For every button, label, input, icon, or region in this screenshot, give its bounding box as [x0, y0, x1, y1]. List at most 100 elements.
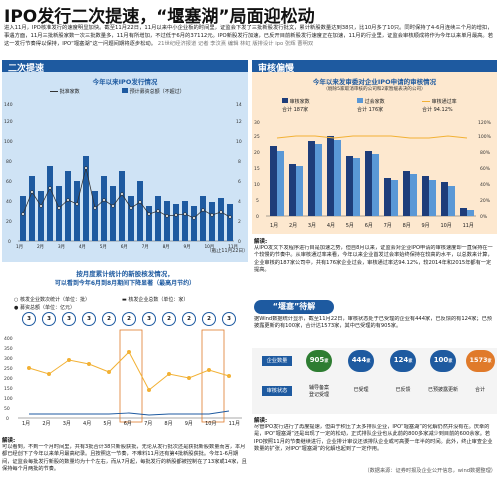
svg-text:0: 0	[6, 416, 9, 422]
chart1-line	[22, 167, 231, 219]
page-title: IPO发行二次提速，“堰塞湖”局面迎松动	[4, 7, 315, 27]
svg-text:20%: 20%	[480, 198, 491, 204]
chart2-x-axis: 1月 2月 3月 4月 5月 6月 7月 8月 9月 10月 11月	[22, 421, 240, 427]
source-note: （数据来源：证券时报及企业公开信息，wind数据整理）	[364, 468, 496, 474]
chart3-legend-rate: 审核通过率	[422, 98, 457, 105]
svg-text:0%: 0%	[480, 214, 488, 220]
chart3-total-rate: 合计 94.12%	[422, 107, 453, 113]
svg-text:6: 6	[238, 179, 241, 185]
svg-text:25: 25	[254, 134, 260, 140]
stat-124-label: 已反馈	[395, 387, 411, 393]
chart2-amount-dots	[27, 350, 231, 392]
svg-text:30: 30	[254, 120, 260, 126]
svg-text:300: 300	[4, 356, 13, 362]
row-label-count: 企业数量	[262, 356, 292, 366]
chart2-count-5: 2	[102, 312, 116, 326]
svg-text:20: 20	[6, 219, 12, 225]
stats-panel: 企业数量 审核状态 905家 444家 124家 100家 1573家 辅导备案…	[252, 348, 497, 414]
svg-text:60: 60	[6, 179, 12, 185]
stat-100-badge: 100家	[430, 350, 456, 372]
left-note: 解读: 可以看到，不到一个月时间里，共有3批合计38只新股获批，无论从发行批次还…	[2, 438, 247, 473]
chart3-svg: 0 5 10 15 20 25 30 0% 20% 40% 60% 80% 10…	[254, 120, 492, 220]
chart3-title: 今年以来发审委对企业IPO申请的审核情况	[312, 78, 437, 86]
chart3-total-reviewed: 合计 187家	[282, 107, 309, 113]
svg-text:10: 10	[236, 139, 242, 145]
chart2-count-1: 3	[22, 312, 36, 326]
svg-text:140: 140	[4, 102, 13, 108]
chart3-bars-reviewed	[270, 136, 467, 216]
chart1-x-axis: 1月 2月 3月 4月 5月 6月 7月 8月 9月 10月 11月	[16, 245, 238, 250]
chart1-panel: 今年以来IPO发行情况 批准家数 预计募资总额（不超过） 0 20 40 60 …	[2, 72, 248, 262]
svg-text:50: 50	[4, 406, 10, 412]
chart2-legend-total: ▬ 核发企业总数（单位：家）	[122, 297, 189, 303]
section3-intro: 据Wind数据统计显示，截至11月22日，审核状态处于已受理的企业有444家，已…	[254, 316, 492, 330]
chart3-subtitle: （剔除5家取消审核的公司和2家暂缓表决的公司）	[323, 87, 426, 92]
svg-text:2: 2	[238, 219, 241, 225]
chart1-y-right-axis: 0 2 4 6 8 10 12 14	[236, 102, 242, 245]
chart2-highlight-2	[201, 329, 225, 423]
chart1-legend-count: 批准家数	[50, 88, 80, 95]
chart1-line-dots	[21, 166, 232, 220]
svg-text:250: 250	[4, 366, 13, 372]
chart1-bars	[20, 156, 233, 241]
svg-text:0: 0	[238, 239, 241, 245]
svg-text:5: 5	[256, 198, 259, 204]
stat-1573-badge: 1573家	[466, 350, 495, 372]
svg-text:400: 400	[4, 336, 13, 342]
chart2-count-7: 3	[142, 312, 156, 326]
chart3-y-axis: 0 5 10 15 20 25 30	[254, 120, 260, 220]
bottom-note: 解读: 尽管IPO发行进行了再度提速，但由于积压了太多排队企业，IPO“堰塞湖”…	[254, 418, 496, 474]
svg-text:20: 20	[254, 150, 260, 156]
svg-text:14: 14	[236, 102, 242, 108]
svg-text:40%: 40%	[480, 182, 491, 188]
chart2-highlight-1	[119, 329, 143, 423]
chart1-y-left-axis: 0 20 40 60 80 100 120 140	[4, 102, 13, 245]
chart3-legend-passed: 过会家数	[357, 98, 385, 105]
chart2-count-9: 2	[182, 312, 196, 326]
chart1-title: 今年以来IPO发行情况	[92, 78, 158, 86]
svg-text:120%: 120%	[478, 120, 492, 126]
chart1-svg: 0 20 40 60 80 100 120 140 0 2 4 6 8 10 1…	[4, 102, 248, 254]
svg-text:350: 350	[4, 346, 13, 352]
chart2-count-3: 3	[62, 312, 76, 326]
chart2-amount-line	[28, 351, 230, 391]
chart1-legend-amount: 预计募资总额（不超过）	[122, 88, 185, 95]
svg-text:15: 15	[254, 166, 260, 172]
stat-124-badge: 124家	[390, 350, 416, 372]
section-band-left: 二次提速	[2, 60, 248, 74]
chart2-count-4: 3	[82, 312, 96, 326]
chart2-count-10: 2	[202, 312, 216, 326]
chart3-x-axis: 1月 2月 3月 4月 5月 6月 7月 8月 9月 10月 11月	[270, 223, 474, 229]
svg-text:0: 0	[256, 214, 259, 220]
chart2-y-axis: 0 50 100 150 200 250 300 350 400	[4, 336, 13, 422]
chart2-count-8: 2	[162, 312, 176, 326]
svg-text:200: 200	[4, 376, 13, 382]
svg-text:80: 80	[6, 159, 12, 165]
chart3-rate-line	[276, 135, 468, 139]
svg-text:150: 150	[4, 386, 13, 392]
chart1-date-note: （截止11月22日）	[207, 247, 248, 254]
stat-905-label: 辅导备案 登记受理	[308, 385, 329, 398]
svg-text:60%: 60%	[480, 166, 491, 172]
chart3-panel: 今年以来发审委对企业IPO申请的审核情况 （剔除5家取消审核的公司和2家暂缓表决…	[252, 72, 497, 234]
chart3-total-passed: 合计 176家	[357, 107, 384, 113]
chart2-legend-amount: ● 募资总额（单位：亿元）	[14, 305, 75, 311]
chart3-pct-axis: 0% 20% 40% 60% 80% 100% 120%	[478, 120, 492, 220]
row-label-status: 审核状态	[262, 386, 292, 396]
svg-text:100%: 100%	[478, 134, 492, 140]
svg-text:100: 100	[4, 396, 13, 402]
stat-100-label: 已预披露更新	[427, 387, 458, 393]
chart3-legend-reviewed: 审核家数	[282, 98, 310, 105]
svg-text:0: 0	[8, 239, 11, 245]
stat-905-badge: 905家	[306, 350, 332, 372]
chart2-count-6: 2	[122, 312, 136, 326]
svg-text:80%: 80%	[480, 150, 491, 156]
stat-444-badge: 444家	[348, 350, 374, 372]
chart2-count-11: 3	[222, 312, 236, 326]
svg-text:10: 10	[254, 182, 260, 188]
section3-band: “堰塞”待解	[254, 300, 334, 314]
chart2-panel: 按月度累计统计的新股核发情况， 可以看到今年6月到8月期间下降显著（最高月节约）…	[2, 262, 248, 434]
svg-text:4: 4	[238, 199, 241, 205]
svg-text:12: 12	[236, 119, 242, 125]
section-band-right: 审核偏慢	[252, 60, 497, 74]
